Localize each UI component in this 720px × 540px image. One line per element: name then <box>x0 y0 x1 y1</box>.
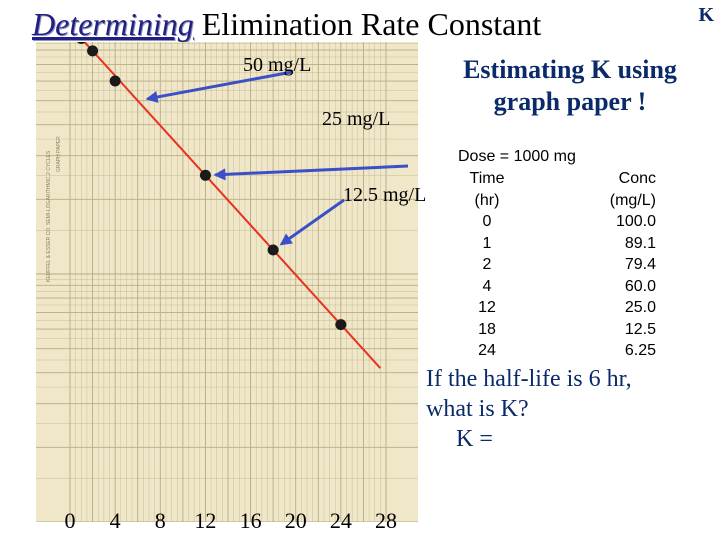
cell-conc: 25.0 <box>624 299 656 316</box>
data-point <box>335 319 347 331</box>
data-point <box>109 75 121 87</box>
regression-line <box>83 42 382 369</box>
header-time: Time <box>469 170 505 187</box>
cell-conc: 60.0 <box>624 277 656 295</box>
data-points <box>77 42 347 331</box>
dose-label: Dose = 1000 mg <box>458 148 576 165</box>
paper-margin-text-1: KEUFFEL & ESSER CO. SEMI-LOGARITHMIC 2 C… <box>46 150 52 282</box>
x-tick-label: 8 <box>154 508 166 533</box>
table-row: 24 6.25 <box>458 340 656 362</box>
arrow-shaft <box>280 198 345 246</box>
paper-background <box>36 42 418 522</box>
title-emphasis: Determining <box>32 6 194 42</box>
arrow-head <box>145 91 159 103</box>
cell-conc: 12.5 <box>624 320 656 338</box>
label-25-mg-l: 25 mg/L <box>322 108 391 130</box>
arrow-shaft <box>147 70 293 101</box>
cell-time: 24 <box>478 342 496 359</box>
table-header: Time Conc <box>458 168 656 190</box>
subtitle: Estimating K using graph paper ! <box>450 54 690 118</box>
cell-time: 1 <box>482 234 492 252</box>
question-line-2: what is K? <box>426 396 529 422</box>
label-50-mg-l: 50 mg/L <box>243 54 312 76</box>
x-tick-label: 24 <box>329 508 352 533</box>
question-line-1: If the half-life is 6 hr, <box>426 366 632 392</box>
unit-conc: (mg/L) <box>609 191 656 209</box>
table-units: (hr) (mg/L) <box>458 190 656 212</box>
paper-margin-text-2: GRAPH PAPER <box>56 136 62 172</box>
table-row: 4 60.0 <box>458 276 656 298</box>
data-table: Dose = 1000 mg Time Conc (hr) (mg/L) 0 10… <box>458 148 656 362</box>
cell-time: 0 <box>482 213 492 230</box>
x-tick-label: 4 <box>109 508 121 533</box>
annotation-arrows <box>145 70 409 246</box>
subtitle-line-2: graph paper ! <box>493 87 647 116</box>
unit-time: (hr) <box>474 191 500 209</box>
arrow-head <box>279 233 293 246</box>
table-row: 2 79.4 <box>458 254 656 276</box>
cell-conc: 89.1 <box>624 234 656 252</box>
semilog-graph-paper: KEUFFEL & ESSER CO. SEMI-LOGARITHMIC 2 C… <box>36 42 418 522</box>
cell-conc: 79.4 <box>624 256 656 273</box>
cell-time: 18 <box>478 320 496 338</box>
slide-title: Determining Elimination Rate Constant <box>32 6 541 43</box>
table-row: 1 89.1 <box>458 233 656 255</box>
x-tick-label: 20 <box>284 508 307 533</box>
paper-grid <box>36 42 418 522</box>
x-tick-label: 12 <box>194 508 217 533</box>
header-conc: Conc <box>618 170 656 187</box>
table-row: 0 100.0 <box>458 211 656 233</box>
corner-letter: K <box>698 4 714 26</box>
data-point <box>77 42 86 44</box>
data-point <box>199 169 211 181</box>
cell-time: 12 <box>478 299 496 316</box>
title-rest: Elimination Rate Constant <box>193 6 542 42</box>
question-line-3: K = <box>456 426 493 452</box>
arrow-shaft <box>215 164 409 177</box>
data-point <box>87 45 99 57</box>
table-row: 12 25.0 <box>458 297 656 319</box>
question: If the half-life is 6 hr, what is K? K = <box>426 364 632 454</box>
cell-time: 4 <box>482 277 492 295</box>
x-axis-ticks: 0 4 8 12 16 20 24 28 <box>36 508 418 538</box>
label-12-5-mg-l: 12.5 mg/L <box>343 184 427 206</box>
arrow-head <box>213 168 226 181</box>
x-tick-label: 16 <box>239 508 262 533</box>
cell-time: 2 <box>482 256 492 273</box>
cell-conc: 100.0 <box>615 213 656 230</box>
data-point <box>267 244 279 256</box>
paper-printed-text: KEUFFEL & ESSER CO. SEMI-LOGARITHMIC 2 C… <box>46 136 62 282</box>
table-rows: 0 100.0 1 89.1 2 79.4 4 60.0 12 25.0 18 12.5 24 6.25 <box>458 211 656 362</box>
x-tick-label: 28 <box>375 508 397 533</box>
x-tick-label: 0 <box>64 508 76 533</box>
table-row: 18 12.5 <box>458 319 656 341</box>
cell-conc: 6.25 <box>624 342 656 359</box>
subtitle-line-1: Estimating K using <box>463 55 677 84</box>
